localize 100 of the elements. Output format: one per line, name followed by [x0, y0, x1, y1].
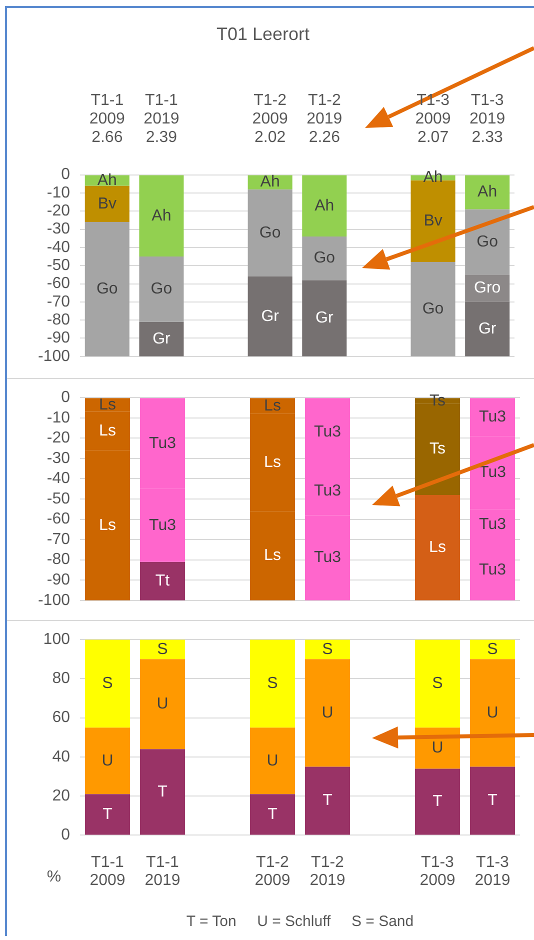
data-label: T	[488, 792, 498, 810]
y-tick-label: 0	[61, 389, 70, 406]
x-tick-label: T1-2 2009	[254, 854, 290, 890]
x-tick-label: T1-3 2009	[420, 854, 456, 890]
data-label: Tu3	[479, 408, 506, 426]
data-label: Ls	[264, 454, 281, 471]
y-tick-label: 60	[52, 709, 70, 726]
data-label: Ah	[152, 207, 172, 224]
y-tick-label: 0	[61, 826, 70, 844]
y-tick-label: -70	[46, 293, 70, 310]
bar	[250, 794, 296, 835]
y-tick-label: -90	[46, 572, 70, 589]
x-tick-label: T1-1 2019 2.39	[144, 92, 180, 146]
y-tick-label: -50	[46, 257, 70, 274]
data-label: Go	[150, 280, 172, 298]
bar	[140, 659, 186, 750]
y-tick-label: -80	[46, 551, 70, 568]
bar	[139, 322, 184, 356]
y-tick-label: -100	[38, 348, 70, 365]
y-tick-label: 20	[52, 787, 70, 804]
data-label: Tu3	[479, 516, 506, 533]
data-label: Ls	[429, 539, 446, 556]
y-tick-label: 100	[43, 631, 70, 648]
bar	[302, 236, 347, 280]
data-label: Ah	[97, 172, 117, 189]
y-tick-label: -10	[46, 184, 70, 202]
bar	[139, 256, 184, 322]
y-tick-label: -30	[46, 450, 70, 467]
bar	[84, 640, 130, 728]
data-label: Gr	[316, 310, 334, 327]
data-label: U	[102, 752, 114, 770]
bar	[465, 274, 510, 302]
x-tick-label: T1-1 2019	[144, 854, 180, 890]
x-tick-label: T1-3 2019	[474, 854, 510, 890]
data-label: Gro	[474, 280, 501, 297]
x-tick-label: T1-1 2009	[90, 854, 126, 890]
bar	[465, 302, 510, 356]
bar	[414, 768, 460, 835]
bar	[248, 276, 292, 356]
data-label: Bv	[98, 195, 116, 212]
y-tick-label: -60	[46, 275, 70, 292]
data-label: Go	[476, 233, 498, 250]
data-label: U	[486, 704, 498, 722]
bar	[302, 280, 347, 356]
data-label: T	[102, 806, 113, 823]
bar	[140, 562, 186, 600]
text: T = Ton U = Schluff S = Sand	[186, 913, 414, 930]
data-label: Gr	[261, 308, 280, 325]
y-axis-title: %	[46, 868, 62, 886]
data-label: T	[322, 792, 333, 810]
x-tick-label: T1-1 2009 2.66	[89, 92, 126, 146]
bar	[470, 640, 516, 660]
data-label: Go	[259, 224, 281, 242]
x-tick-label: T1-2 2019 2.26	[306, 92, 342, 146]
data-label: Gr	[478, 320, 497, 338]
data-label: Ah	[314, 197, 334, 214]
y-tick-label: -20	[46, 202, 70, 220]
data-label: U	[432, 740, 444, 757]
data-label: S	[432, 675, 443, 692]
data-label: S	[102, 675, 113, 692]
data-label: Ls	[99, 516, 116, 534]
bar	[304, 766, 350, 835]
data-label: T	[432, 793, 443, 810]
data-label: Bv	[424, 212, 442, 230]
data-label: Tu3	[149, 516, 176, 534]
bar	[248, 189, 292, 276]
bar	[140, 640, 186, 660]
data-label: Ts	[430, 440, 446, 458]
bar	[140, 749, 186, 835]
data-label: Tu3	[479, 561, 506, 578]
y-tick-label: -40	[46, 470, 70, 488]
bar	[410, 180, 456, 262]
bar	[304, 640, 350, 660]
y-tick-label: -80	[46, 311, 70, 328]
y-tick-label: -40	[46, 238, 70, 256]
data-label: S	[322, 640, 333, 658]
data-label: S	[487, 640, 498, 658]
bar	[84, 728, 130, 794]
x-tick-label: T1-2 2019	[310, 854, 346, 890]
data-label: Gr	[152, 330, 172, 348]
x-tick-label: T1-3 2019 2.33	[470, 92, 506, 146]
y-tick-label: -10	[46, 409, 70, 426]
data-label: Go	[422, 300, 444, 318]
chart-title: T01 Leerort	[216, 24, 310, 44]
y-tick-label: 40	[52, 748, 70, 766]
data-label: Ls	[99, 422, 116, 440]
y-tick-label: -30	[46, 220, 70, 238]
y-tick-label: -70	[46, 530, 70, 548]
y-tick-label: 80	[52, 670, 70, 688]
data-label: T	[158, 783, 168, 800]
y-tick-label: -20	[46, 430, 70, 447]
data-label: Tt	[155, 572, 170, 590]
bar	[250, 728, 296, 794]
data-label: T	[268, 806, 278, 823]
data-label: Tu3	[314, 424, 342, 441]
bar	[84, 186, 130, 222]
data-label: Tu3	[314, 482, 342, 500]
bar	[470, 766, 516, 835]
bar	[465, 175, 510, 210]
data-label: Go	[96, 280, 118, 298]
